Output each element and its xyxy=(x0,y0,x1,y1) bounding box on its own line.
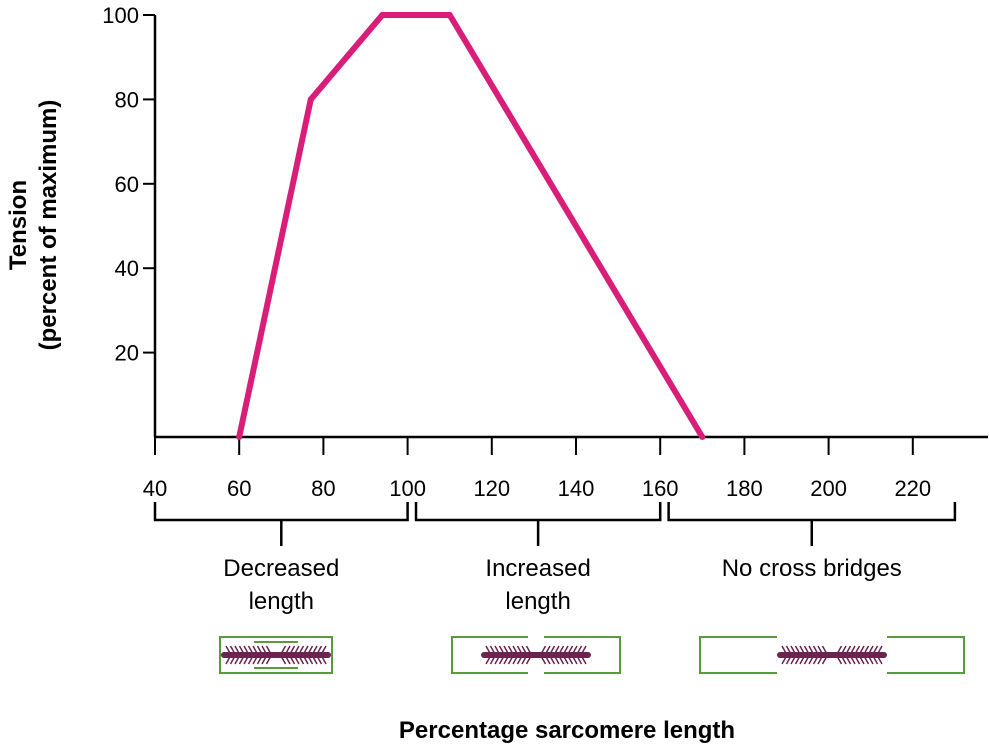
x-tick-label-180: 180 xyxy=(726,476,763,501)
axes xyxy=(153,15,988,439)
series-line-0 xyxy=(236,12,705,439)
myosin-1 xyxy=(481,645,591,665)
y-tick-label-80: 80 xyxy=(115,87,139,112)
x-tick-label-80: 80 xyxy=(311,476,335,501)
sarcomere-diagrams xyxy=(219,636,965,674)
group-label-0-1: length xyxy=(249,588,314,615)
y-axis-title-line1: Tension xyxy=(5,180,32,270)
group-label-1-0: Increased xyxy=(485,555,590,582)
y-tick-label-100: 100 xyxy=(102,3,139,28)
z-line-left xyxy=(699,636,777,674)
z-line-right xyxy=(264,636,333,674)
y-ticks: 20 40 60 80 100 xyxy=(102,3,155,366)
myosin-heads xyxy=(485,645,587,665)
length-groups: Decreased length Increased length No cross b… xyxy=(153,502,957,615)
x-tick-label-140: 140 xyxy=(558,476,595,501)
group-label-2-0: No cross bridges xyxy=(722,555,902,582)
myosin-2 xyxy=(777,645,887,665)
series xyxy=(236,12,706,440)
x-tick-label-120: 120 xyxy=(473,476,510,501)
x-tick-label-160: 160 xyxy=(642,476,679,501)
sarcomere-diagram-1 xyxy=(451,636,621,674)
z-line-left xyxy=(451,636,528,674)
group-label-0-0: Decreased xyxy=(223,555,339,582)
x-tick-label-60: 60 xyxy=(227,476,251,501)
data-point-1 xyxy=(307,96,314,103)
data-point-3 xyxy=(446,12,453,18)
x-tick-label-100: 100 xyxy=(389,476,426,501)
y-tick-label-40: 40 xyxy=(115,256,139,281)
z-line-right xyxy=(544,636,621,674)
data-point-4 xyxy=(699,434,706,440)
y-tick-label-60: 60 xyxy=(115,172,139,197)
data-point-0 xyxy=(236,434,243,440)
x-tick-label-200: 200 xyxy=(810,476,847,501)
myosin-0 xyxy=(221,645,331,665)
sarcomere-diagram-2 xyxy=(699,636,965,674)
group-bracket-0 xyxy=(153,502,409,546)
x-tick-label-40: 40 xyxy=(143,476,167,501)
y-axis-title-line2: (percent of maximum) xyxy=(35,100,62,351)
x-ticks: 40 60 80 100 120 140 160 180 200 220 xyxy=(143,437,931,501)
y-tick-label-20: 20 xyxy=(115,341,139,366)
group-bracket-2 xyxy=(667,502,957,546)
myosin-heads xyxy=(781,645,883,665)
x-tick-label-220: 220 xyxy=(894,476,931,501)
sarcomere-diagram-0 xyxy=(219,636,333,674)
x-axis-title: Percentage sarcomere length xyxy=(399,717,735,744)
z-line-left xyxy=(219,636,288,674)
data-point-2 xyxy=(379,12,386,18)
myosin-heads xyxy=(225,645,327,665)
group-label-1-1: length xyxy=(505,588,570,615)
z-line-right xyxy=(887,636,965,674)
group-bracket-1 xyxy=(414,502,662,546)
